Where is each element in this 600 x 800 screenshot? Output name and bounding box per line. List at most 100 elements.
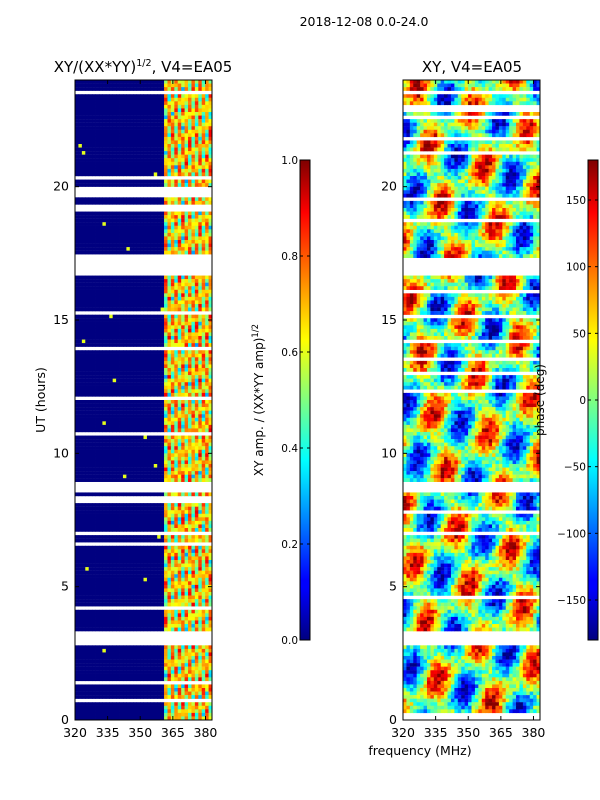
heatmap-cell bbox=[102, 179, 107, 184]
heatmap-cell bbox=[140, 197, 144, 202]
heatmap-cell bbox=[81, 200, 86, 205]
heatmap-cell bbox=[167, 218, 172, 223]
heatmap-cell bbox=[85, 147, 90, 152]
heatmap-cell bbox=[140, 517, 144, 522]
heatmap-cell bbox=[201, 218, 206, 223]
heatmap-cell bbox=[78, 332, 83, 337]
heatmap-cell bbox=[122, 211, 127, 216]
heatmap-cell bbox=[208, 560, 212, 564]
heatmap-cell bbox=[194, 161, 199, 166]
heatmap-cell bbox=[92, 474, 96, 479]
heatmap-cell bbox=[133, 506, 138, 511]
heatmap-cell bbox=[102, 279, 107, 283]
heatmap-cell bbox=[160, 510, 165, 514]
heatmap-cell bbox=[140, 87, 144, 91]
heatmap-cell bbox=[150, 385, 155, 390]
heatmap-cell bbox=[140, 449, 144, 454]
heatmap-cell bbox=[112, 567, 117, 571]
heatmap-cell bbox=[167, 524, 172, 529]
heatmap-cell bbox=[140, 332, 144, 337]
heatmap-cell bbox=[194, 453, 199, 458]
heatmap-cell bbox=[146, 250, 151, 255]
heatmap-cell bbox=[78, 168, 83, 173]
heatmap-cell bbox=[201, 112, 206, 116]
heatmap-cell bbox=[208, 574, 212, 578]
heatmap-cell bbox=[92, 144, 96, 148]
heatmap-cell bbox=[188, 318, 192, 322]
heatmap-cell bbox=[198, 456, 203, 461]
heatmap-cell bbox=[208, 360, 212, 365]
heatmap-cell bbox=[170, 584, 175, 589]
heatmap-cell bbox=[177, 279, 182, 283]
heatmap-cell bbox=[150, 592, 155, 596]
heatmap-cell bbox=[160, 339, 165, 344]
heatmap-cell bbox=[205, 229, 209, 234]
heatmap-cell bbox=[177, 97, 182, 102]
heatmap-cell bbox=[116, 460, 120, 465]
heatmap-cell bbox=[98, 229, 103, 234]
heatmap-cell bbox=[208, 108, 212, 113]
heatmap-cell bbox=[188, 353, 192, 358]
heatmap-cell bbox=[81, 321, 86, 326]
heatmap-cell bbox=[191, 556, 196, 561]
heatmap-cell bbox=[126, 222, 131, 226]
heatmap-cell bbox=[143, 336, 148, 340]
heatmap-cell bbox=[95, 314, 100, 319]
heatmap-cell bbox=[146, 570, 151, 575]
heatmap-cell bbox=[105, 179, 110, 184]
heatmap-cell bbox=[160, 570, 165, 575]
heatmap-cell bbox=[133, 119, 138, 123]
heatmap-cell bbox=[188, 140, 192, 145]
heatmap-cell bbox=[112, 449, 117, 454]
figure-suptitle: 2018-12-08 0.0-24.0 bbox=[300, 14, 429, 29]
heatmap-cell bbox=[126, 439, 131, 443]
heatmap-cell bbox=[184, 538, 189, 543]
heatmap-cell bbox=[112, 371, 117, 376]
heatmap-cell bbox=[88, 250, 93, 255]
heatmap-cell bbox=[129, 382, 134, 386]
heatmap-cell bbox=[208, 520, 212, 525]
heatmap-cell bbox=[177, 478, 182, 482]
heatmap-cell bbox=[116, 524, 120, 529]
heatmap-cell bbox=[95, 83, 100, 88]
heatmap-cell bbox=[164, 464, 168, 468]
heatmap-cell bbox=[205, 478, 209, 482]
heatmap-cell bbox=[150, 581, 155, 586]
heatmap-cell bbox=[146, 584, 151, 589]
heatmap-cell bbox=[170, 424, 175, 429]
heatmap-cell bbox=[109, 350, 114, 354]
heatmap-cell bbox=[119, 147, 124, 152]
heatmap-cell bbox=[122, 318, 127, 322]
heatmap-cell bbox=[146, 474, 151, 479]
heatmap-cell bbox=[174, 289, 179, 294]
heatmap-cell bbox=[170, 403, 175, 408]
heatmap-cell bbox=[109, 595, 114, 600]
heatmap-cell bbox=[177, 115, 182, 120]
heatmap-cell bbox=[98, 520, 103, 525]
heatmap-cell bbox=[188, 446, 192, 450]
heatmap-cell bbox=[98, 524, 103, 529]
heatmap-cell bbox=[198, 325, 203, 330]
heatmap-cell bbox=[102, 503, 107, 507]
heatmap-cell bbox=[78, 215, 83, 219]
heatmap-cell bbox=[140, 126, 144, 130]
heatmap-cell bbox=[112, 243, 117, 248]
heatmap-cell bbox=[140, 528, 144, 532]
heatmap-cell bbox=[112, 599, 117, 603]
heatmap-cell bbox=[150, 535, 155, 539]
heatmap-cell bbox=[143, 293, 148, 298]
heatmap-cell bbox=[191, 108, 196, 113]
heatmap-cell bbox=[184, 581, 189, 586]
heatmap-cell bbox=[184, 183, 189, 187]
heatmap-cell bbox=[198, 581, 203, 586]
heatmap-cell bbox=[167, 392, 172, 397]
heatmap-cell bbox=[85, 240, 90, 244]
heatmap-cell bbox=[170, 275, 175, 280]
heatmap-cell bbox=[119, 229, 124, 234]
heatmap-cell bbox=[160, 293, 165, 298]
heatmap-cell bbox=[126, 200, 131, 205]
heatmap-cell bbox=[119, 549, 124, 554]
heatmap-cell bbox=[122, 136, 127, 141]
heatmap-cell bbox=[81, 549, 86, 554]
heatmap-cell bbox=[140, 424, 144, 429]
